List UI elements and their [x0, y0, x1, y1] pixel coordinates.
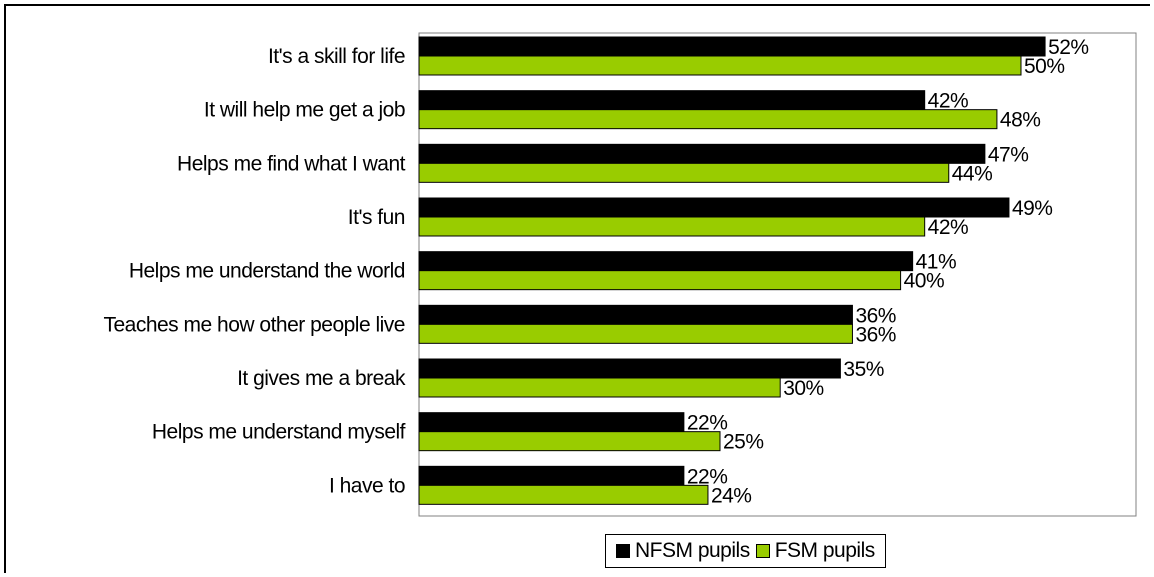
bar-nfsm-1	[418, 90, 926, 111]
category-label-5: Teaches me how other people live	[103, 313, 405, 336]
bar-fsm-3	[418, 216, 926, 237]
value-label-fsm-3: 42%	[928, 216, 969, 239]
bar-fsm-7	[418, 431, 721, 452]
value-label-fsm-4: 40%	[904, 270, 945, 293]
category-label-1: It will help me get a job	[204, 99, 405, 122]
value-label-nfsm-8: 22%	[687, 465, 728, 488]
value-label-nfsm-1: 42%	[928, 90, 969, 113]
category-label-7: Helps me understand myself	[152, 421, 406, 444]
value-label-fsm-6: 30%	[783, 377, 824, 400]
value-label-fsm-2: 44%	[952, 162, 993, 185]
value-label-nfsm-3: 49%	[1012, 197, 1053, 220]
value-label-nfsm-7: 22%	[687, 412, 728, 435]
category-label-6: It gives me a break	[237, 367, 406, 390]
value-label-fsm-1: 48%	[1000, 109, 1041, 132]
bar-fsm-6	[418, 377, 781, 398]
bars-layer	[418, 36, 1046, 505]
bar-fsm-5	[418, 323, 853, 344]
value-label-fsm-8: 24%	[711, 484, 752, 507]
bar-nfsm-5	[418, 304, 853, 325]
category-label-3: It's fun	[348, 206, 405, 229]
value-label-fsm-0: 50%	[1024, 55, 1065, 78]
bar-nfsm-7	[418, 412, 685, 433]
labels-layer: 52%50% It's a skill for life 42% 48% It will…	[103, 36, 1089, 507]
value-label-nfsm-0: 52%	[1048, 36, 1089, 59]
category-label-8: I have to	[329, 474, 405, 497]
value-label-nfsm-2: 47%	[988, 143, 1029, 166]
value-label-fsm-5: 36%	[855, 323, 896, 346]
bar-nfsm-8	[418, 465, 685, 486]
bar-nfsm-0	[418, 36, 1046, 57]
bar-fsm-8	[418, 484, 709, 505]
value-label-nfsm-4: 41%	[916, 251, 957, 274]
legend-item-fsm: FSM pupils	[755, 539, 876, 563]
legend-swatch-fsm	[755, 544, 770, 558]
bar-fsm-1	[418, 109, 998, 130]
bar-nfsm-6	[418, 358, 841, 379]
value-label-nfsm-6: 35%	[843, 358, 884, 381]
bar-fsm-2	[418, 162, 950, 183]
legend-swatch-nfsm	[616, 544, 630, 558]
bar-fsm-4	[418, 270, 902, 291]
bar-nfsm-3	[418, 197, 1010, 218]
bar-fsm-0	[418, 55, 1022, 76]
legend-label-fsm: FSM pupils	[774, 539, 876, 562]
legend: NFSM pupils FSM pupils	[605, 534, 886, 568]
legend-item-nfsm: NFSM pupils	[616, 539, 750, 563]
category-label-0: It's a skill for life	[268, 45, 405, 68]
chart-frame	[4, 4, 1150, 573]
value-label-nfsm-5: 36%	[855, 304, 896, 327]
value-label-fsm-7: 25%	[723, 431, 764, 454]
bar-nfsm-2	[418, 143, 986, 164]
category-label-2: Helps me find what I want	[177, 152, 406, 175]
bar-nfsm-4	[418, 251, 914, 272]
category-label-4: Helps me understand the world	[129, 260, 405, 283]
legend-label-nfsm: NFSM pupils	[635, 539, 750, 562]
